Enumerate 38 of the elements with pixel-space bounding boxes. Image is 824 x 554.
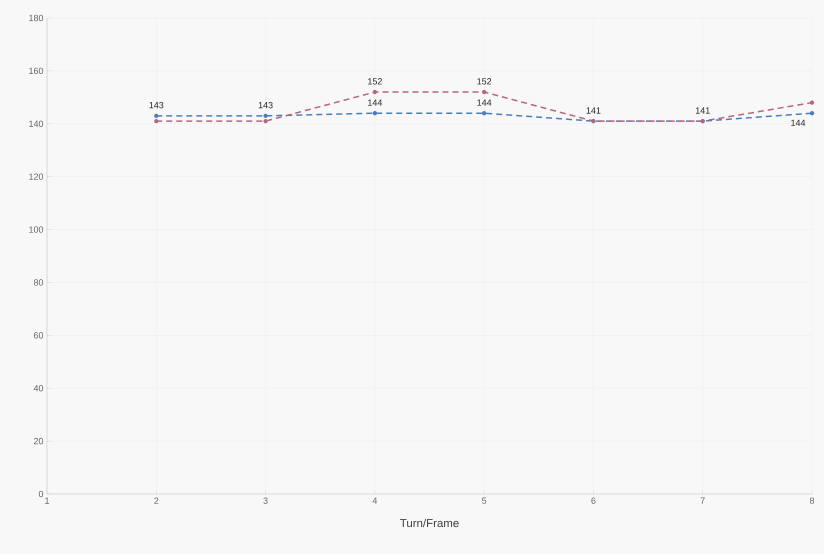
point xyxy=(154,118,158,124)
x-tick-label: 5 xyxy=(482,498,486,504)
y-tick-label: 120 xyxy=(29,173,44,180)
data-label: 143 xyxy=(258,102,273,108)
point xyxy=(263,114,268,118)
x-tick-label: 4 xyxy=(372,498,378,504)
x-axis-title: Turn/Frame xyxy=(400,518,459,528)
y-tick-label: 80 xyxy=(34,279,44,286)
y-tick-label: 0 xyxy=(38,490,44,498)
x-tick-label: 7 xyxy=(700,498,705,504)
point xyxy=(482,90,486,94)
data-label: 144 xyxy=(368,100,382,106)
data-label: 152 xyxy=(477,78,492,85)
data-label: 152 xyxy=(368,78,382,85)
y-tick-label: 40 xyxy=(34,385,44,392)
data-label: 141 xyxy=(696,107,710,114)
point xyxy=(154,114,158,118)
x-tick-label: 1 xyxy=(45,498,50,504)
point xyxy=(810,100,814,105)
y-tick-label: 180 xyxy=(29,14,44,22)
data-label: 143 xyxy=(149,102,164,108)
point xyxy=(810,111,814,116)
point xyxy=(263,118,268,124)
point xyxy=(372,111,378,116)
y-tick-label: 100 xyxy=(29,226,44,233)
y-tick-label: 20 xyxy=(34,438,44,444)
x-tick-label: 2 xyxy=(154,498,158,504)
point xyxy=(372,90,378,94)
y-tick-label: 140 xyxy=(29,120,44,127)
x-tick-label: 3 xyxy=(263,498,268,504)
data-label: 144 xyxy=(791,120,806,126)
data-label: 141 xyxy=(586,107,600,114)
point xyxy=(482,111,486,116)
x-tick-label: 6 xyxy=(591,498,596,504)
y-tick-label: 160 xyxy=(29,68,44,74)
y-tick-label: 60 xyxy=(34,332,44,339)
x-tick-label: 8 xyxy=(810,498,814,504)
data-label: 144 xyxy=(477,100,492,106)
